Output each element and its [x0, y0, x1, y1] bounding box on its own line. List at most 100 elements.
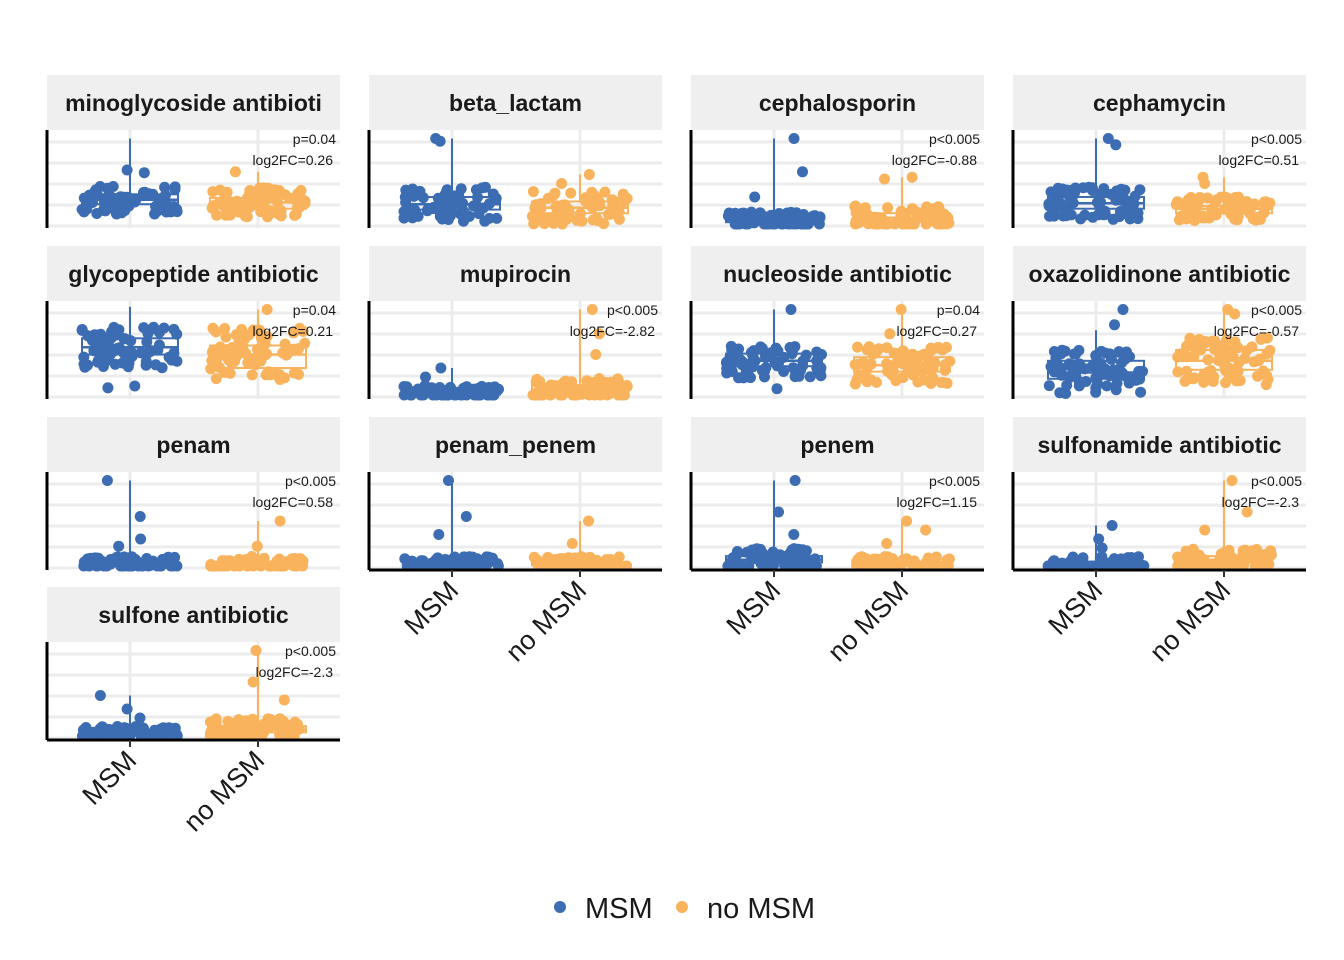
- data-point: [1211, 194, 1223, 206]
- data-point: [1107, 213, 1119, 225]
- data-point: [918, 374, 930, 386]
- outlier-point: [901, 515, 913, 527]
- strip-background: [691, 246, 984, 301]
- strip-background: [691, 75, 984, 130]
- data-point: [1237, 545, 1249, 557]
- data-point: [1075, 213, 1087, 225]
- panel-glycopeptide-antibiotic: glycopeptide antibiotic p=0.04 log2FC=0.21: [45, 246, 340, 399]
- series-msm: [1042, 520, 1150, 572]
- data-point: [226, 342, 238, 353]
- data-point: [1074, 362, 1086, 374]
- strip-title: sulfonamide antibiotic: [1037, 432, 1281, 458]
- data-point: [1232, 342, 1244, 354]
- outlier-point: [881, 538, 893, 549]
- outlier-point: [434, 135, 446, 147]
- outlier-point: [1106, 520, 1118, 531]
- log2fc-label: log2FC=-0.57: [1214, 323, 1299, 339]
- data-point: [1054, 387, 1066, 399]
- outlier-point: [556, 178, 568, 189]
- legend-key-msm: [554, 901, 566, 913]
- log2fc-label: log2FC=-2.3: [1222, 494, 1300, 510]
- data-point: [604, 208, 616, 220]
- data-point: [246, 369, 258, 381]
- series-msm: [1043, 304, 1149, 399]
- data-point: [1261, 370, 1273, 382]
- panel-mupirocin: mupirocin p<0.005 log2FC=-2.82: [367, 246, 662, 401]
- data-point: [861, 344, 873, 356]
- data-point: [135, 347, 147, 359]
- outlier-point: [460, 511, 472, 522]
- series-no-msm: [849, 171, 955, 230]
- data-point: [1096, 187, 1108, 199]
- log2fc-label: log2FC=0.21: [252, 323, 333, 339]
- data-point: [1124, 208, 1136, 219]
- outlier-point: [884, 328, 896, 340]
- data-point: [726, 366, 738, 377]
- data-point: [210, 713, 222, 725]
- data-point: [282, 719, 294, 731]
- outlier-point: [134, 712, 146, 724]
- outlier-point: [1109, 319, 1120, 331]
- data-point: [767, 548, 778, 560]
- data-point: [1173, 214, 1185, 226]
- strip-title: beta_lactam: [449, 90, 582, 116]
- log2fc-label: log2FC=-0.88: [892, 152, 977, 168]
- data-point: [169, 183, 181, 195]
- legend-label-no-msm: no MSM: [707, 893, 815, 925]
- data-point: [491, 212, 503, 224]
- data-point: [879, 551, 891, 563]
- data-point: [210, 373, 222, 385]
- data-point: [852, 341, 863, 353]
- strip-background: [369, 246, 662, 301]
- outlier-point: [773, 506, 784, 518]
- panel-minoglycoside-antibioti: minoglycoside antibioti p=0.04 log2FC=0.26: [45, 75, 340, 228]
- p-value-label: p<0.005: [1251, 473, 1302, 489]
- series-no-msm: [851, 515, 955, 572]
- series-no-msm: [526, 169, 633, 230]
- data-point: [548, 189, 560, 201]
- p-value-label: p<0.005: [1251, 131, 1302, 147]
- series-msm: [399, 475, 504, 572]
- data-point: [1223, 368, 1235, 380]
- data-point: [814, 365, 826, 377]
- data-point: [1060, 210, 1072, 222]
- data-point: [600, 377, 612, 388]
- outlier-point: [229, 166, 241, 178]
- outlier-point: [435, 362, 447, 374]
- series-msm: [76, 138, 183, 220]
- p-value-label: p=0.04: [937, 302, 980, 318]
- box: [209, 344, 307, 369]
- data-point: [479, 181, 491, 193]
- data-point: [1212, 345, 1224, 357]
- data-point: [1252, 370, 1263, 382]
- data-point: [557, 377, 569, 389]
- outlier-point: [94, 690, 106, 701]
- series-msm: [76, 306, 183, 394]
- outlier-point: [593, 328, 605, 340]
- data-point: [274, 369, 286, 381]
- outlier-point: [797, 166, 808, 178]
- data-point: [599, 186, 611, 198]
- data-point: [906, 348, 918, 360]
- data-point: [871, 376, 882, 388]
- strip-background: [369, 417, 662, 472]
- data-point: [738, 372, 749, 384]
- data-point: [553, 213, 564, 225]
- data-point: [528, 551, 540, 563]
- outlier-point: [566, 538, 578, 549]
- outlier-point: [788, 529, 800, 540]
- x-tick-label: no MSM: [178, 745, 270, 837]
- data-point: [1220, 377, 1232, 389]
- data-point: [939, 364, 951, 376]
- x-tick-label: no MSM: [500, 575, 592, 667]
- data-point: [896, 358, 908, 370]
- data-point: [554, 389, 566, 401]
- data-point: [101, 182, 113, 194]
- data-point: [1223, 551, 1235, 563]
- outlier-point: [278, 694, 290, 706]
- outlier-point: [1102, 133, 1114, 144]
- panel-sulfone-antibiotic: sulfone antibiotic p<0.005 log2FC=-2.3: [45, 587, 340, 742]
- series-no-msm: [1172, 475, 1277, 572]
- data-point: [1254, 353, 1266, 365]
